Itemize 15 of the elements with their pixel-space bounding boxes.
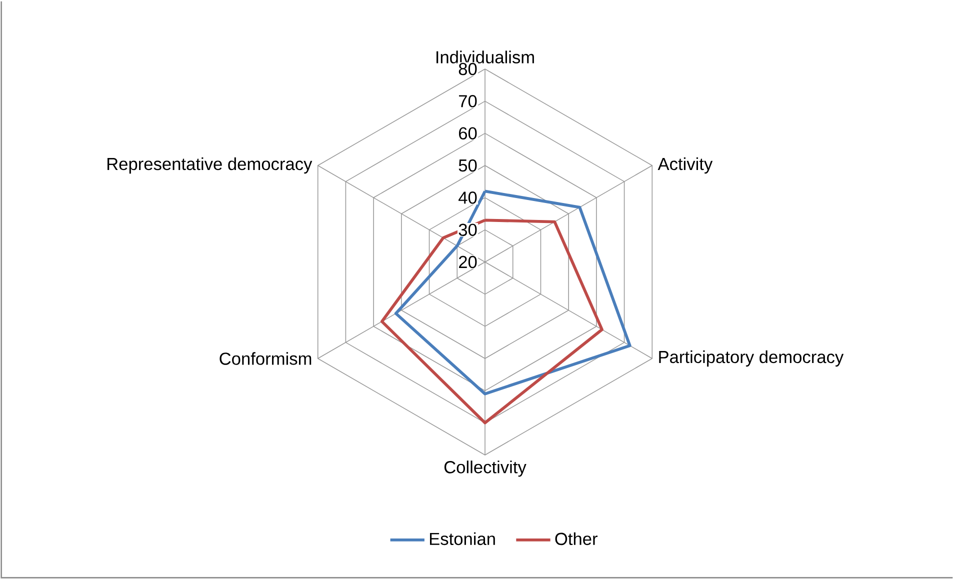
y-tick-label: 70 [459,95,477,108]
legend-label: Other [555,532,598,546]
spoke-label: Activity [658,157,713,174]
y-tick-label: 50 [458,159,477,172]
spoke-label: Collectivity [444,460,526,477]
y-tick-label: 30 [458,224,477,236]
spoke-label: Representative democracy [108,157,312,174]
spoke-label: Conformism [220,352,312,365]
spoke-label: Participatory democracy [659,350,844,367]
y-tick-label: 80 [458,62,477,76]
y-tick-label: 20 [459,256,477,268]
y-tick-label: 40 [458,192,477,204]
spoke-label: Individualism [436,50,534,64]
legend-label: Estonian [430,532,495,546]
y-tick-label: 60 [459,127,477,140]
